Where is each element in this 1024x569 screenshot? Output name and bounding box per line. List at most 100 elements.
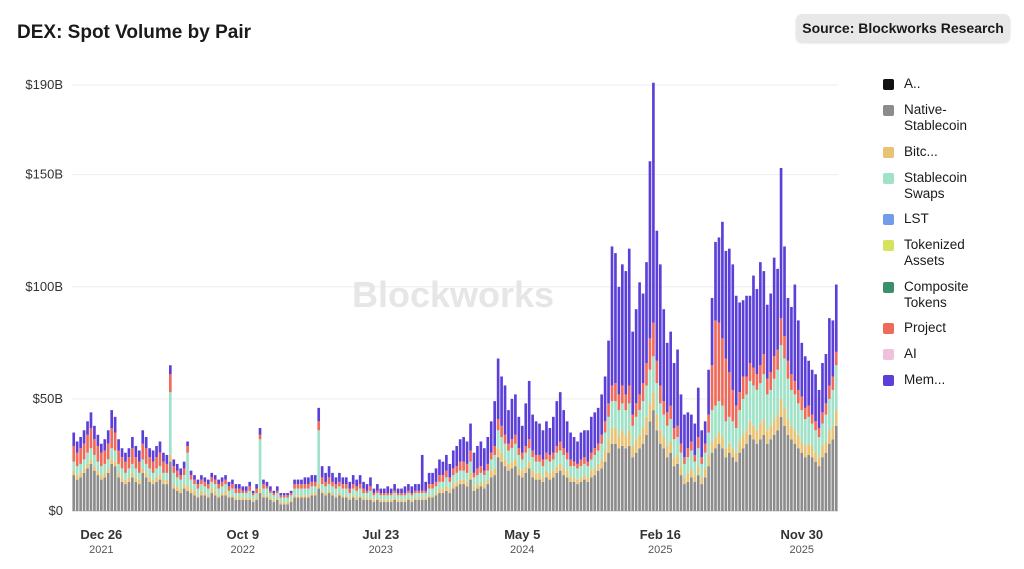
bar-stack xyxy=(469,423,472,511)
bar-stack xyxy=(514,394,517,511)
bar-segment-project xyxy=(579,459,583,467)
legend-item[interactable]: A.. xyxy=(883,76,984,92)
x-tick-label: May 5 xyxy=(504,527,540,542)
bar-segment-native-stablecoin xyxy=(124,484,127,511)
bar-stack xyxy=(669,331,672,511)
bar-segment-mem xyxy=(472,452,476,473)
bar-segment-mem xyxy=(517,416,521,449)
bar-segment-project xyxy=(810,414,814,424)
bar-segment-stablecoin-swaps xyxy=(341,488,345,496)
bar-segment-native-stablecoin xyxy=(621,445,624,511)
bar-segment-bitc xyxy=(472,486,476,491)
bar-segment-stablecoin-swaps xyxy=(206,488,210,496)
bar-segment-bitc xyxy=(500,452,503,462)
bar-segment-mem xyxy=(762,271,766,355)
bar-segment-native-stablecoin xyxy=(389,502,393,511)
bar-segment-bitc xyxy=(262,495,265,498)
bar-segment-bitc xyxy=(424,497,427,500)
bar-segment-native-stablecoin xyxy=(131,477,134,511)
bar-segment-bitc xyxy=(307,495,310,498)
bar-segment-bitc xyxy=(614,428,617,444)
legend-item[interactable]: Stablecoin Swaps xyxy=(883,170,984,202)
bar-segment-mem xyxy=(800,342,804,397)
bar-segment-project xyxy=(289,493,293,496)
bar-segment-mem xyxy=(189,470,193,476)
bar-segment-native-stablecoin xyxy=(355,499,358,511)
bar-segment-project xyxy=(621,385,624,404)
legend-item[interactable]: Project xyxy=(883,320,984,336)
bar-segment-mem xyxy=(279,493,283,496)
bar-segment-bitc xyxy=(351,495,355,498)
bar-segment-mem xyxy=(324,472,327,482)
bar-segment-bitc xyxy=(762,419,766,435)
bar-segment-mem xyxy=(144,437,148,449)
legend-item[interactable]: Tokenized Assets xyxy=(883,237,984,269)
bar-segment-native-stablecoin xyxy=(275,499,279,511)
bar-segment-project xyxy=(824,403,828,415)
legend-item[interactable]: Mem... xyxy=(883,372,984,388)
bar-segment-project xyxy=(683,457,686,464)
bar-segment-native-stablecoin xyxy=(445,490,448,511)
legend-item[interactable]: Bitc... xyxy=(883,144,984,160)
bar-stack xyxy=(790,306,793,511)
bar-segment-native-stablecoin xyxy=(734,461,738,511)
legend-item[interactable]: LST xyxy=(883,211,984,227)
bar-segment-bitc xyxy=(686,472,690,482)
bar-segment-mem xyxy=(610,246,614,386)
bar-stack xyxy=(275,486,279,511)
bar-segment-mem xyxy=(427,472,431,485)
bar-segment-native-stablecoin xyxy=(558,470,562,511)
legend-item[interactable]: Composite Tokens xyxy=(883,279,984,311)
bar-segment-bitc xyxy=(593,468,597,476)
bar-segment-native-stablecoin xyxy=(817,466,821,511)
bar-segment-project xyxy=(448,477,452,482)
bar-stack xyxy=(137,450,141,511)
bar-segment-native-stablecoin xyxy=(514,466,517,511)
bar-segment-native-stablecoin xyxy=(110,463,113,511)
bar-segment-native-stablecoin xyxy=(382,502,386,511)
bar-segment-mem xyxy=(431,472,434,485)
bar-segment-stablecoin-swaps xyxy=(755,389,759,431)
bar-segment-stablecoin-swaps xyxy=(279,497,283,503)
bar-stack xyxy=(738,302,741,511)
bar-segment-mem xyxy=(141,430,145,444)
bar-stack xyxy=(834,284,838,511)
bar-segment-native-stablecoin xyxy=(458,484,462,511)
bar-segment-stablecoin-swaps xyxy=(103,463,107,473)
bar-segment-native-stablecoin xyxy=(631,457,635,511)
bar-segment-native-stablecoin xyxy=(552,477,555,511)
bar-segment-mem xyxy=(269,486,272,491)
bar-segment-native-stablecoin xyxy=(141,472,145,511)
bar-stack xyxy=(696,387,700,511)
x-tick-label: Dec 26 xyxy=(80,527,122,542)
bar-segment-bitc xyxy=(693,475,697,482)
bar-segment-stablecoin-swaps xyxy=(86,452,89,464)
bar-segment-mem xyxy=(531,414,534,451)
bar-stack xyxy=(672,363,676,511)
bar-segment-native-stablecoin xyxy=(721,448,724,511)
bar-segment-project xyxy=(762,354,766,375)
bar-segment-project xyxy=(451,468,455,476)
bar-stack xyxy=(645,262,648,511)
bar-segment-mem xyxy=(752,275,755,368)
bar-segment-stablecoin-swaps xyxy=(658,403,662,431)
bar-segment-mem xyxy=(803,356,807,408)
bar-segment-native-stablecoin xyxy=(303,497,307,511)
bar-stack xyxy=(693,423,697,511)
bar-segment-bitc xyxy=(96,470,100,476)
bar-segment-native-stablecoin xyxy=(117,477,120,511)
bar-segment-stablecoin-swaps xyxy=(800,410,804,442)
legend-label: AI xyxy=(904,346,917,361)
bar-segment-stablecoin-swaps xyxy=(731,421,735,449)
legend-item[interactable]: AI xyxy=(883,346,984,362)
bar-segment-mem xyxy=(103,439,107,451)
bar-segment-bitc xyxy=(144,472,148,478)
bar-stack xyxy=(420,454,424,511)
bar-segment-stablecoin-swaps xyxy=(148,468,151,478)
bar-segment-project xyxy=(593,448,597,455)
bar-stack xyxy=(310,475,314,511)
legend-item[interactable]: Native-Stablecoin xyxy=(883,102,984,134)
bar-segment-project xyxy=(100,452,103,467)
bar-segment-project xyxy=(148,457,151,469)
bar-stack xyxy=(300,479,303,511)
